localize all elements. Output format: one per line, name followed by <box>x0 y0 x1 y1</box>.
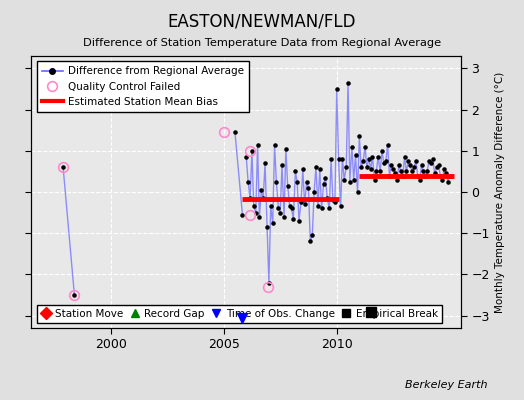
Text: Berkeley Earth: Berkeley Earth <box>405 380 487 390</box>
Text: EASTON/NEWMAN/FLD: EASTON/NEWMAN/FLD <box>168 12 356 30</box>
Legend: Station Move, Record Gap, Time of Obs. Change, Empirical Break: Station Move, Record Gap, Time of Obs. C… <box>37 305 442 323</box>
Text: Difference of Station Temperature Data from Regional Average: Difference of Station Temperature Data f… <box>83 38 441 48</box>
Y-axis label: Monthly Temperature Anomaly Difference (°C): Monthly Temperature Anomaly Difference (… <box>496 71 506 313</box>
